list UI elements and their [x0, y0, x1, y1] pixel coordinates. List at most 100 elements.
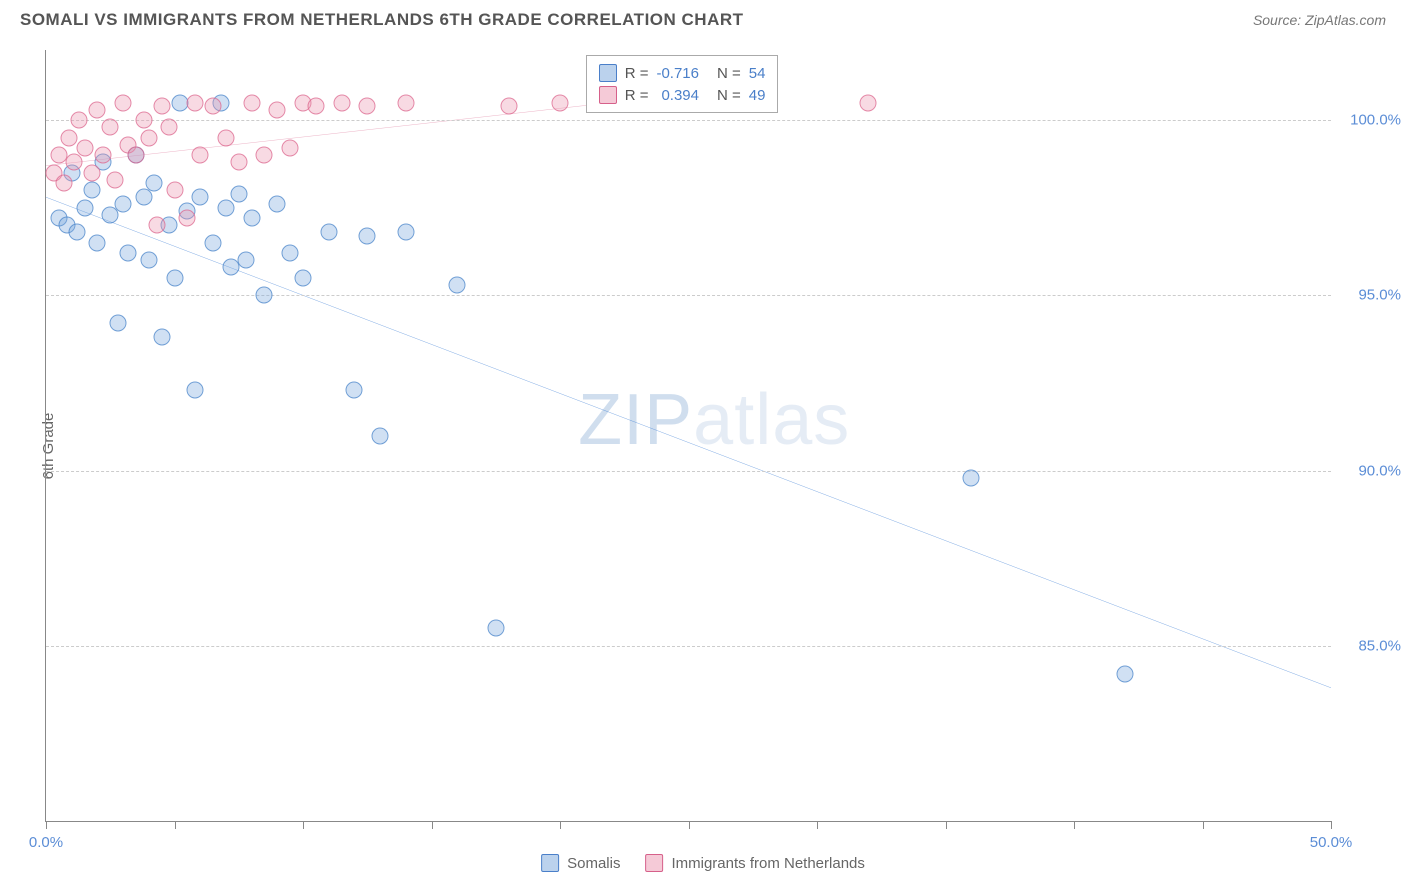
scatter-point: [140, 252, 157, 269]
scatter-point: [269, 196, 286, 213]
stats-row-series2: R = 0.394 N = 49: [599, 84, 766, 106]
scatter-point: [963, 469, 980, 486]
ytick-label: 100.0%: [1350, 112, 1401, 129]
chart-container: ZIPatlas R = -0.716 N = 54 R = 0.394 N =…: [45, 50, 1331, 822]
scatter-point: [187, 94, 204, 111]
scatter-point: [107, 171, 124, 188]
scatter-point: [135, 189, 152, 206]
scatter-point: [230, 185, 247, 202]
scatter-point: [205, 98, 222, 115]
stats-row-series1: R = -0.716 N = 54: [599, 62, 766, 84]
scatter-point: [397, 94, 414, 111]
scatter-point: [145, 175, 162, 192]
scatter-point: [500, 98, 517, 115]
stats-n-label-2: N =: [717, 87, 741, 104]
scatter-point: [256, 287, 273, 304]
xtick: [560, 821, 561, 829]
scatter-point: [76, 199, 93, 216]
legend: Somalis Immigrants from Netherlands: [541, 854, 865, 872]
scatter-point: [94, 147, 111, 164]
scatter-point: [115, 196, 132, 213]
xtick: [432, 821, 433, 829]
scatter-point: [307, 98, 324, 115]
scatter-point: [449, 276, 466, 293]
xtick-label: 50.0%: [1310, 834, 1353, 851]
scatter-point: [135, 112, 152, 129]
scatter-point: [76, 140, 93, 157]
scatter-point: [238, 252, 255, 269]
scatter-point: [148, 217, 165, 234]
chart-source: Source: ZipAtlas.com: [1253, 12, 1386, 28]
scatter-point: [61, 129, 78, 146]
legend-item-series2: Immigrants from Netherlands: [645, 854, 864, 872]
scatter-point: [282, 140, 299, 157]
scatter-point: [860, 94, 877, 111]
xtick: [1331, 821, 1332, 829]
scatter-point: [256, 147, 273, 164]
scatter-point: [153, 329, 170, 346]
watermark-rest: atlas: [693, 380, 850, 460]
scatter-point: [140, 129, 157, 146]
xtick-label: 0.0%: [29, 834, 63, 851]
scatter-point: [230, 154, 247, 171]
legend-swatch-blue: [541, 854, 559, 872]
scatter-point: [359, 98, 376, 115]
scatter-point: [127, 147, 144, 164]
scatter-point: [166, 269, 183, 286]
xtick: [689, 821, 690, 829]
xtick: [946, 821, 947, 829]
scatter-point: [109, 315, 126, 332]
scatter-point: [346, 381, 363, 398]
ytick-label: 85.0%: [1358, 637, 1401, 654]
scatter-point: [187, 381, 204, 398]
scatter-point: [243, 94, 260, 111]
legend-item-series1: Somalis: [541, 854, 620, 872]
scatter-point: [71, 112, 88, 129]
scatter-point: [84, 164, 101, 181]
legend-swatch-pink: [645, 854, 663, 872]
scatter-point: [102, 119, 119, 136]
scatter-point: [320, 224, 337, 241]
ytick-label: 90.0%: [1358, 462, 1401, 479]
gridline: [46, 471, 1331, 472]
scatter-point: [205, 234, 222, 251]
xtick: [46, 821, 47, 829]
scatter-point: [372, 427, 389, 444]
stats-n-val-1: 54: [749, 65, 766, 82]
xtick: [1074, 821, 1075, 829]
watermark: ZIPatlas: [578, 379, 850, 461]
xtick: [175, 821, 176, 829]
scatter-point: [1117, 665, 1134, 682]
scatter-point: [115, 94, 132, 111]
stats-n-label-1: N =: [717, 65, 741, 82]
scatter-point: [66, 154, 83, 171]
stats-r-label-2: R =: [625, 87, 649, 104]
scatter-point: [89, 234, 106, 251]
xtick: [1203, 821, 1204, 829]
scatter-point: [84, 182, 101, 199]
scatter-point: [243, 210, 260, 227]
gridline: [46, 120, 1331, 121]
stats-swatch-blue: [599, 64, 617, 82]
scatter-point: [269, 101, 286, 118]
plot-area: ZIPatlas R = -0.716 N = 54 R = 0.394 N =…: [45, 50, 1331, 822]
gridline: [46, 295, 1331, 296]
stats-n-val-2: 49: [749, 87, 766, 104]
scatter-point: [68, 224, 85, 241]
scatter-point: [552, 94, 569, 111]
scatter-point: [217, 129, 234, 146]
stats-box: R = -0.716 N = 54 R = 0.394 N = 49: [586, 55, 779, 113]
stats-swatch-pink: [599, 86, 617, 104]
ytick-label: 95.0%: [1358, 287, 1401, 304]
scatter-point: [333, 94, 350, 111]
scatter-point: [397, 224, 414, 241]
stats-r-val-2: 0.394: [661, 87, 699, 104]
scatter-point: [153, 98, 170, 115]
scatter-point: [55, 175, 72, 192]
scatter-point: [359, 227, 376, 244]
stats-r-label-1: R =: [625, 65, 649, 82]
scatter-point: [487, 620, 504, 637]
gridline: [46, 646, 1331, 647]
xtick: [817, 821, 818, 829]
xtick: [303, 821, 304, 829]
